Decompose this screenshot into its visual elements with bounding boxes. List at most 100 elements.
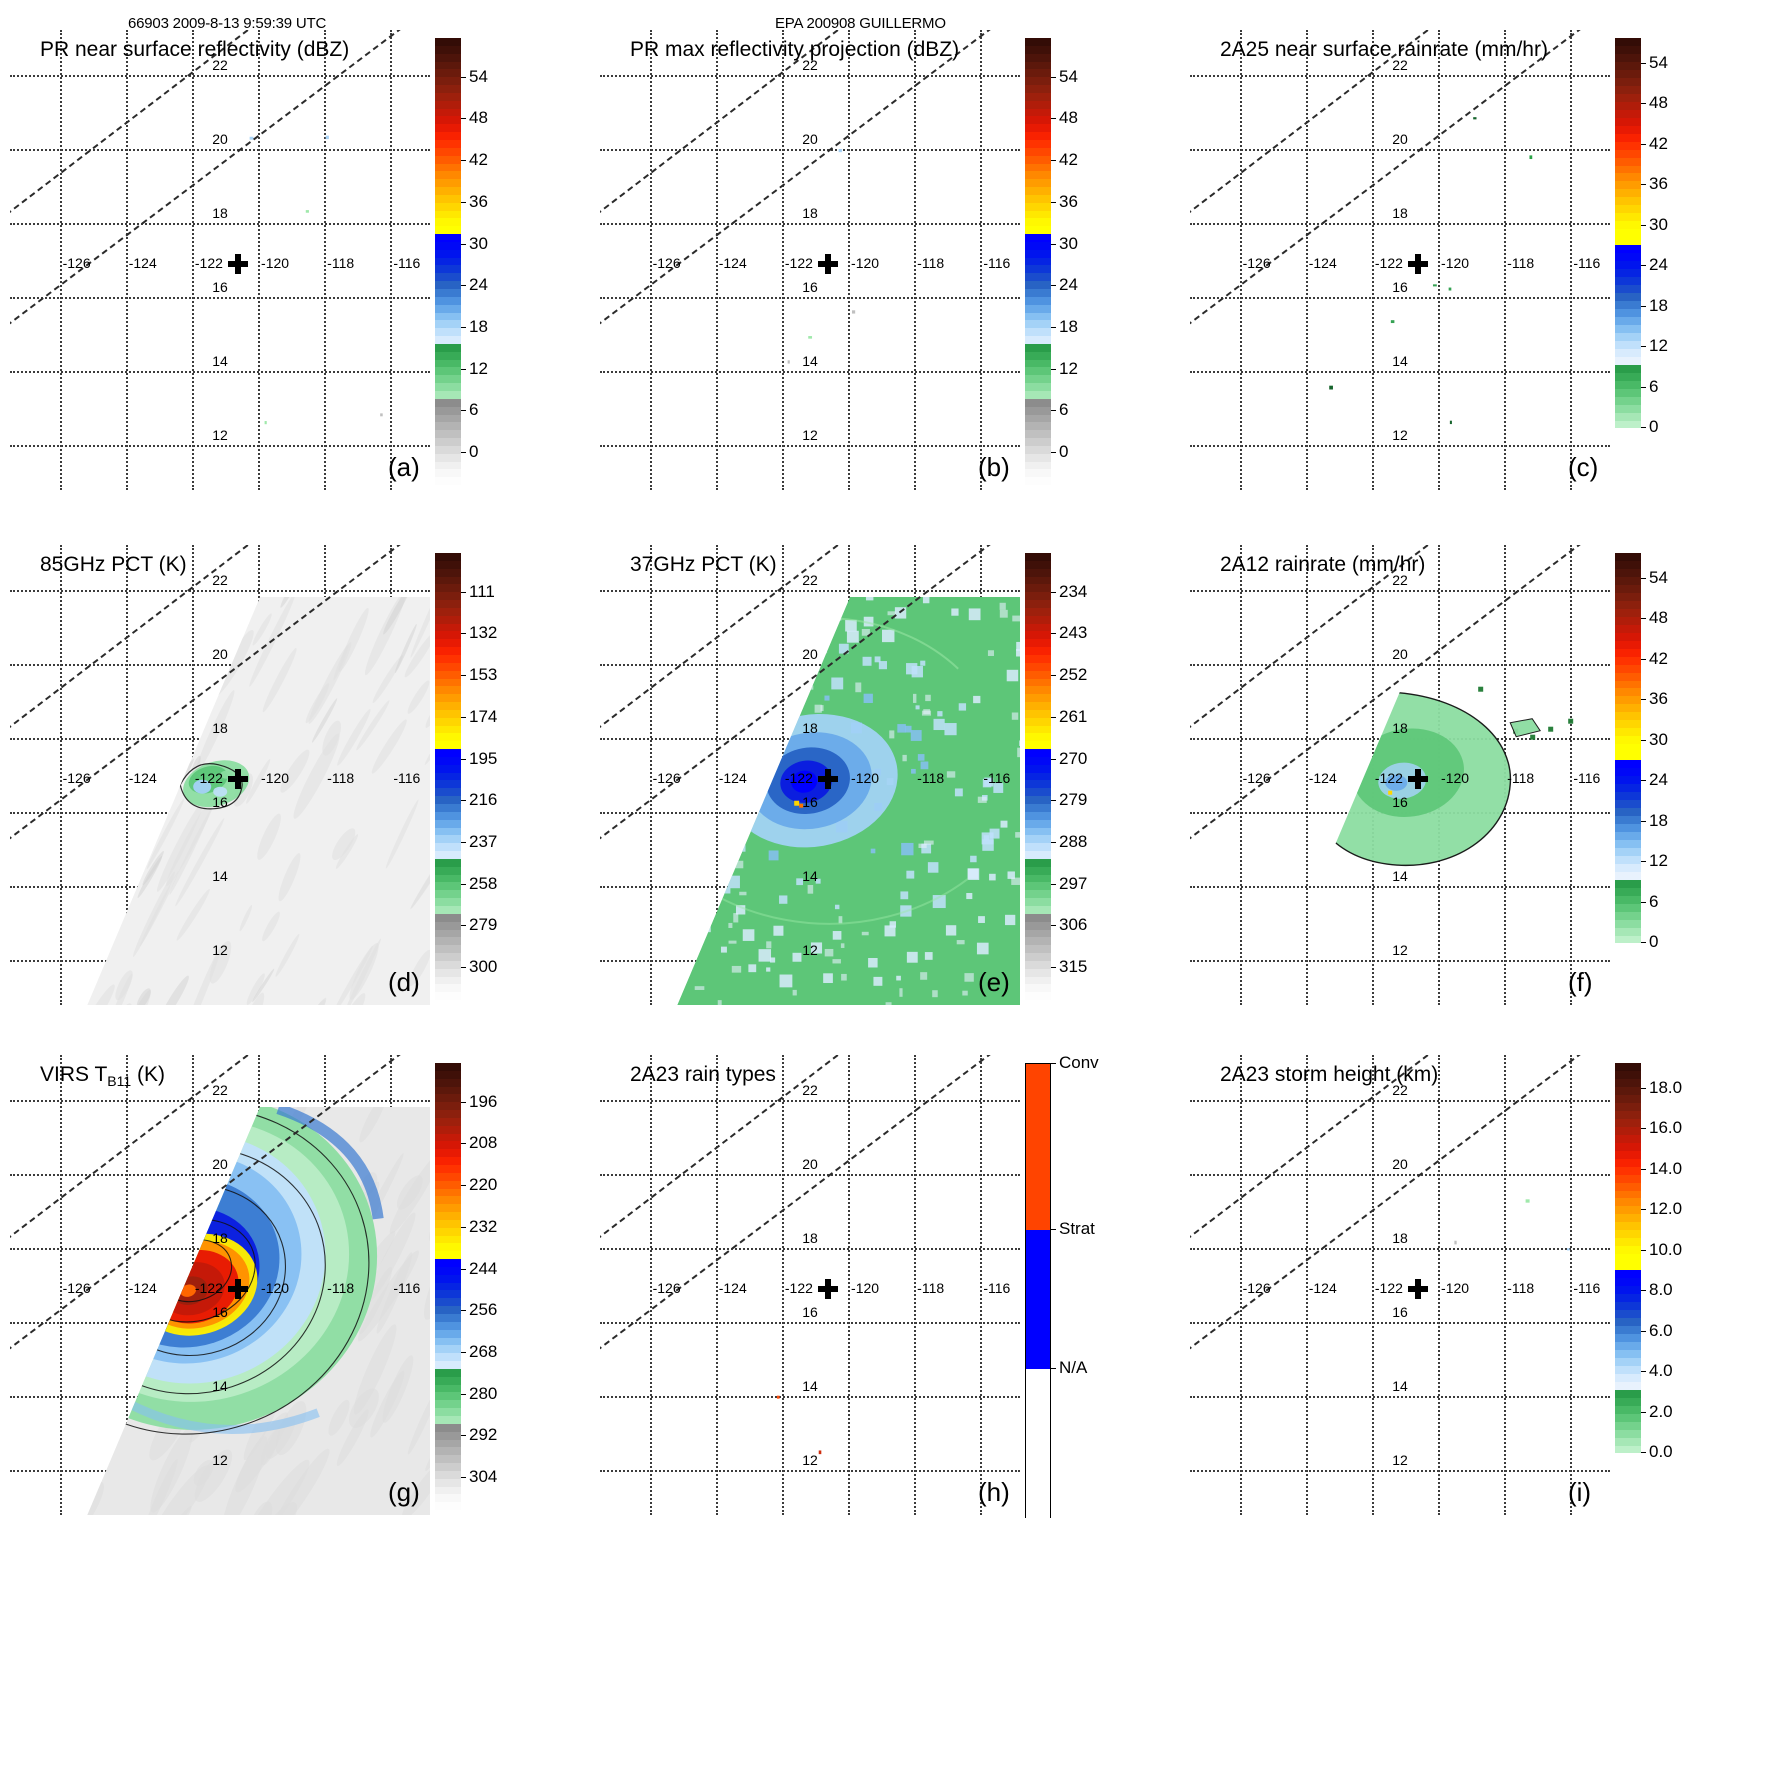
colorbar-segment [1615, 277, 1641, 286]
colorbar-tick [461, 1310, 466, 1312]
colorbar-segment [1025, 615, 1051, 624]
colorbar-segment [1615, 1182, 1641, 1191]
tick-lon--126: -126 [62, 769, 91, 786]
tick-lat-14: 14 [802, 868, 818, 885]
colorbar-tick [1641, 578, 1646, 580]
gridline-lat-20 [1190, 148, 1610, 151]
gridline-lat-14 [600, 371, 1020, 374]
colorbar-tick [1641, 63, 1646, 65]
colorbar-segment [435, 390, 461, 399]
colorbar-segment [435, 819, 461, 828]
colorbar-segment [1615, 213, 1641, 222]
colorbar-segment [1615, 1302, 1641, 1311]
colorbar-segment [1025, 147, 1051, 156]
colorbar-track-i [1615, 1063, 1641, 1518]
colorbar-tick [461, 76, 466, 78]
colorbar-label-174: 174 [469, 706, 498, 726]
colorbar-segment [1615, 1150, 1641, 1159]
gridline-lat-22 [1190, 74, 1610, 77]
tick-lat-12: 12 [212, 942, 228, 959]
colorbar-segment [435, 804, 461, 812]
colorbar-segment [1025, 741, 1051, 750]
colorbar-label-42: 42 [1649, 133, 1668, 153]
tick-lon--124: -124 [718, 1279, 747, 1296]
colorbar-segment [435, 1274, 461, 1283]
colorbar-segment [1025, 709, 1051, 718]
colorbar-segment [1615, 736, 1641, 745]
colorbar-segment [435, 1384, 461, 1393]
colorbar-segment [1025, 289, 1051, 297]
colorbar-tick [1641, 901, 1646, 903]
colorbar-tick [1051, 633, 1056, 635]
tick-lon--120: -120 [1441, 769, 1470, 786]
colorbar-segment [1025, 568, 1051, 577]
colorbar-tick [461, 1185, 466, 1187]
colorbar-segment [435, 241, 461, 250]
colorbar-label-42: 42 [1649, 648, 1668, 668]
tick-lat-16: 16 [802, 794, 818, 811]
colorbar-label-24: 24 [1059, 275, 1078, 295]
colorbar-label-6: 6 [1059, 400, 1069, 420]
tick-lon--116: -116 [1573, 769, 1601, 786]
colorbar-segment [1615, 1278, 1641, 1287]
colorbar-tick [1051, 1063, 1056, 1064]
colorbar-segment [1615, 356, 1641, 365]
colorbar-label-48: 48 [1059, 108, 1078, 128]
colorbar-segment [435, 992, 461, 1001]
colorbar-segment [1615, 332, 1641, 341]
storm-center-marker [228, 253, 249, 274]
colorbar-segment [435, 179, 461, 188]
gridline-lat-22 [10, 589, 430, 592]
colorbar-tick [1641, 265, 1646, 267]
colorbar-label-232: 232 [469, 1216, 498, 1236]
colorbar-segment [1615, 372, 1641, 381]
colorbar-segment [435, 430, 461, 439]
colorbar-label-304: 304 [469, 1467, 498, 1487]
gridline-lon--116 [980, 1055, 983, 1515]
swath-imagery-b [600, 30, 1020, 490]
colorbar-label-18: 18 [1649, 295, 1668, 315]
colorbar-segment [435, 1470, 461, 1479]
colorbar-segment [1615, 1086, 1641, 1095]
colorbar-segment [435, 968, 461, 977]
colorbar-segment [1615, 476, 1641, 485]
gridline-lat-18 [10, 222, 430, 225]
colorbar-segment [435, 898, 461, 906]
colorbar-label-8.0: 8.0 [1649, 1280, 1673, 1300]
colorbar-segment [1025, 320, 1051, 329]
colorbar-segment [1615, 181, 1641, 190]
colorbar-segment [1615, 1126, 1641, 1135]
tick-lon--122: -122 [1374, 254, 1403, 271]
gridline-lat-18 [600, 222, 1020, 225]
colorbar-segment [1025, 414, 1051, 423]
colorbar-tick [461, 1226, 466, 1228]
tick-lon--116: -116 [1573, 254, 1601, 271]
colorbar-segment [1615, 364, 1641, 373]
colorbar-segment [1025, 234, 1051, 242]
colorbar-segment [1025, 623, 1051, 632]
colorbar-segment [435, 163, 461, 172]
colorbar-segment [435, 85, 461, 93]
colorbar-segment [435, 600, 461, 608]
colorbar-label-30: 30 [469, 233, 488, 253]
colorbar-segment [435, 328, 461, 337]
colorbar-tick [461, 368, 466, 370]
colorbar-segment [1025, 45, 1051, 54]
colorbar-segment [1025, 367, 1051, 376]
colorbar-segment [435, 1266, 461, 1275]
gridline-lon--120 [848, 30, 851, 490]
colorbar-segment [1025, 639, 1051, 648]
colorbar-segment [1615, 157, 1641, 166]
gridline-lat-22 [1190, 589, 1610, 592]
colorbar-label-208: 208 [469, 1133, 498, 1153]
colorbar-segment [435, 1251, 461, 1260]
colorbar-segment [1025, 430, 1051, 439]
gridline-lat-12 [1190, 445, 1610, 448]
colorbar-segment [435, 560, 461, 569]
gridline-lat-16 [1190, 1322, 1610, 1325]
tick-lon--116: -116 [393, 254, 421, 271]
tick-lat-20: 20 [212, 130, 228, 147]
colorbar-tick [1641, 1249, 1646, 1251]
colorbar-segment [435, 461, 461, 470]
colorbar-segment [1615, 1397, 1641, 1406]
